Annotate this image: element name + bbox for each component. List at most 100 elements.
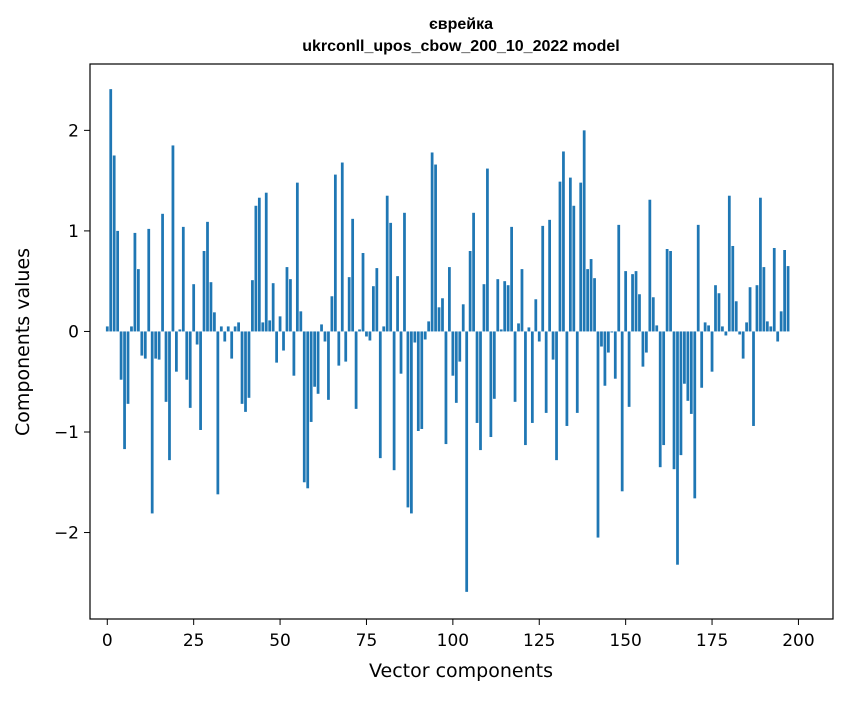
bar	[551, 331, 555, 360]
bar	[392, 331, 396, 471]
bar	[513, 331, 517, 402]
bar	[683, 331, 686, 384]
y-axis-label: Components values	[12, 248, 34, 436]
bar	[347, 277, 351, 332]
bar	[562, 151, 565, 332]
y-tick-label: −1	[54, 423, 79, 443]
x-tick-label: 75	[356, 631, 378, 651]
bar	[240, 331, 244, 404]
bar	[575, 331, 579, 413]
bar	[178, 329, 182, 332]
bar	[762, 267, 766, 332]
bar	[361, 253, 365, 332]
bar	[271, 283, 275, 332]
bar	[461, 304, 465, 332]
bar	[475, 331, 479, 423]
bar	[268, 320, 272, 332]
bar	[606, 331, 610, 353]
bar	[544, 331, 548, 413]
bar	[112, 155, 116, 332]
bar	[710, 331, 714, 372]
bar	[441, 298, 444, 332]
bar	[213, 312, 216, 332]
bar	[448, 267, 451, 332]
bar	[451, 331, 455, 376]
bar	[340, 162, 344, 332]
bar	[555, 331, 558, 461]
bar	[164, 331, 168, 402]
bar	[669, 251, 672, 332]
bar	[371, 286, 375, 332]
bar	[492, 331, 496, 399]
bar	[717, 293, 721, 332]
x-tick-label: 200	[782, 631, 814, 651]
bar	[351, 218, 355, 332]
bar	[316, 331, 320, 394]
x-tick-label: 100	[437, 631, 469, 651]
bar	[157, 331, 161, 360]
bar	[396, 276, 399, 332]
bar	[693, 331, 697, 499]
bar	[586, 269, 590, 332]
bar	[323, 331, 327, 342]
bar	[779, 311, 783, 332]
bar	[655, 325, 659, 332]
bar	[295, 182, 299, 332]
bar	[731, 245, 735, 332]
bar	[344, 331, 348, 362]
bar	[410, 331, 413, 514]
bar	[783, 250, 786, 332]
bar	[181, 226, 185, 332]
bar	[620, 331, 624, 492]
bar	[358, 329, 361, 332]
bar	[465, 331, 469, 592]
bar	[703, 322, 707, 332]
bar	[686, 331, 690, 401]
bar	[627, 331, 631, 407]
bar	[772, 247, 776, 332]
bar	[403, 212, 406, 332]
bar	[299, 311, 303, 332]
bar	[520, 269, 524, 332]
bar	[247, 331, 251, 398]
bar	[482, 284, 486, 332]
bar	[745, 322, 748, 332]
bar	[320, 324, 323, 332]
bar	[416, 331, 420, 431]
plot-frame	[89, 63, 834, 620]
bar	[472, 212, 475, 332]
bar	[648, 199, 652, 332]
bar	[168, 331, 171, 461]
bar	[510, 226, 513, 332]
bar	[765, 321, 769, 332]
chart-title: єврейка	[429, 16, 493, 33]
bar	[119, 331, 123, 380]
bar	[572, 205, 576, 332]
x-axis-label: Vector components	[369, 660, 553, 682]
bar	[254, 205, 258, 332]
bar	[593, 278, 596, 332]
bar	[752, 331, 755, 426]
bar	[613, 331, 617, 379]
bar	[337, 331, 341, 366]
bar	[727, 195, 731, 332]
bar	[123, 331, 126, 450]
bar	[430, 152, 434, 332]
bar	[126, 331, 130, 404]
bar	[558, 181, 562, 332]
y-axis-ticks: −2 −1 0 1 2	[54, 121, 90, 544]
bar	[579, 182, 583, 332]
bar	[306, 331, 310, 489]
bar	[617, 224, 621, 332]
bar	[748, 287, 752, 332]
bar	[216, 331, 220, 495]
bar	[679, 331, 683, 456]
bar	[738, 331, 742, 335]
bar-series	[105, 89, 790, 592]
bar	[517, 323, 520, 332]
y-tick-label: 0	[68, 322, 79, 342]
bar	[582, 130, 586, 332]
bar	[434, 164, 437, 332]
bar	[651, 297, 655, 332]
